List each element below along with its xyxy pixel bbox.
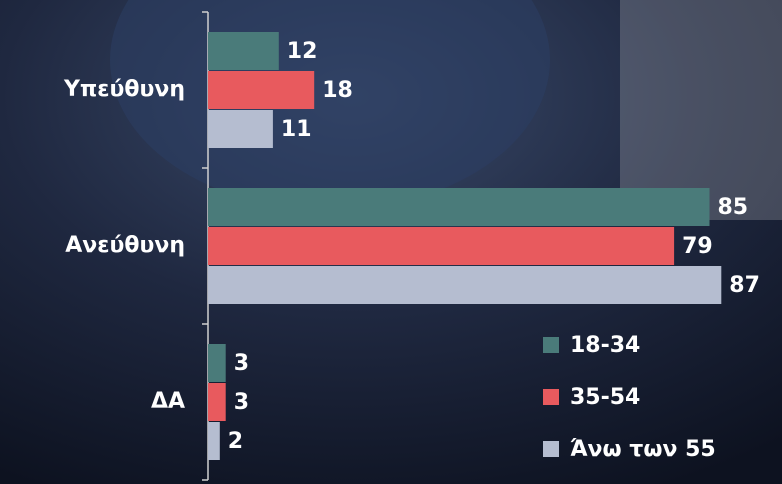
value-label: 3: [234, 390, 249, 415]
bar: [208, 344, 226, 382]
value-label: 3: [234, 351, 249, 376]
legend-swatch: [543, 389, 559, 405]
bar: [208, 32, 279, 70]
category-label: Υπεύθυνη: [63, 77, 185, 102]
bar: [208, 110, 273, 148]
bar: [208, 227, 675, 265]
value-label: 87: [729, 273, 760, 298]
category-label: Ανεύθυνη: [65, 233, 185, 258]
legend-swatch: [543, 441, 559, 457]
value-label: 18: [322, 78, 353, 103]
bar: [208, 383, 226, 421]
bar: [208, 422, 220, 460]
legend-swatch: [543, 337, 559, 353]
legend-label: 35-54: [570, 385, 640, 410]
value-label: 85: [718, 195, 749, 220]
category-label: ΔΑ: [151, 389, 185, 414]
bar: [208, 71, 315, 109]
background-hand: [620, 0, 782, 220]
value-label: 11: [281, 117, 312, 142]
legend-label: 18-34: [570, 333, 640, 358]
value-label: 79: [682, 234, 713, 259]
value-label: 2: [228, 429, 243, 454]
bar: [208, 188, 710, 226]
bar: [208, 266, 722, 304]
legend-label: Άνω των 55: [570, 437, 716, 462]
value-label: 12: [287, 39, 318, 64]
